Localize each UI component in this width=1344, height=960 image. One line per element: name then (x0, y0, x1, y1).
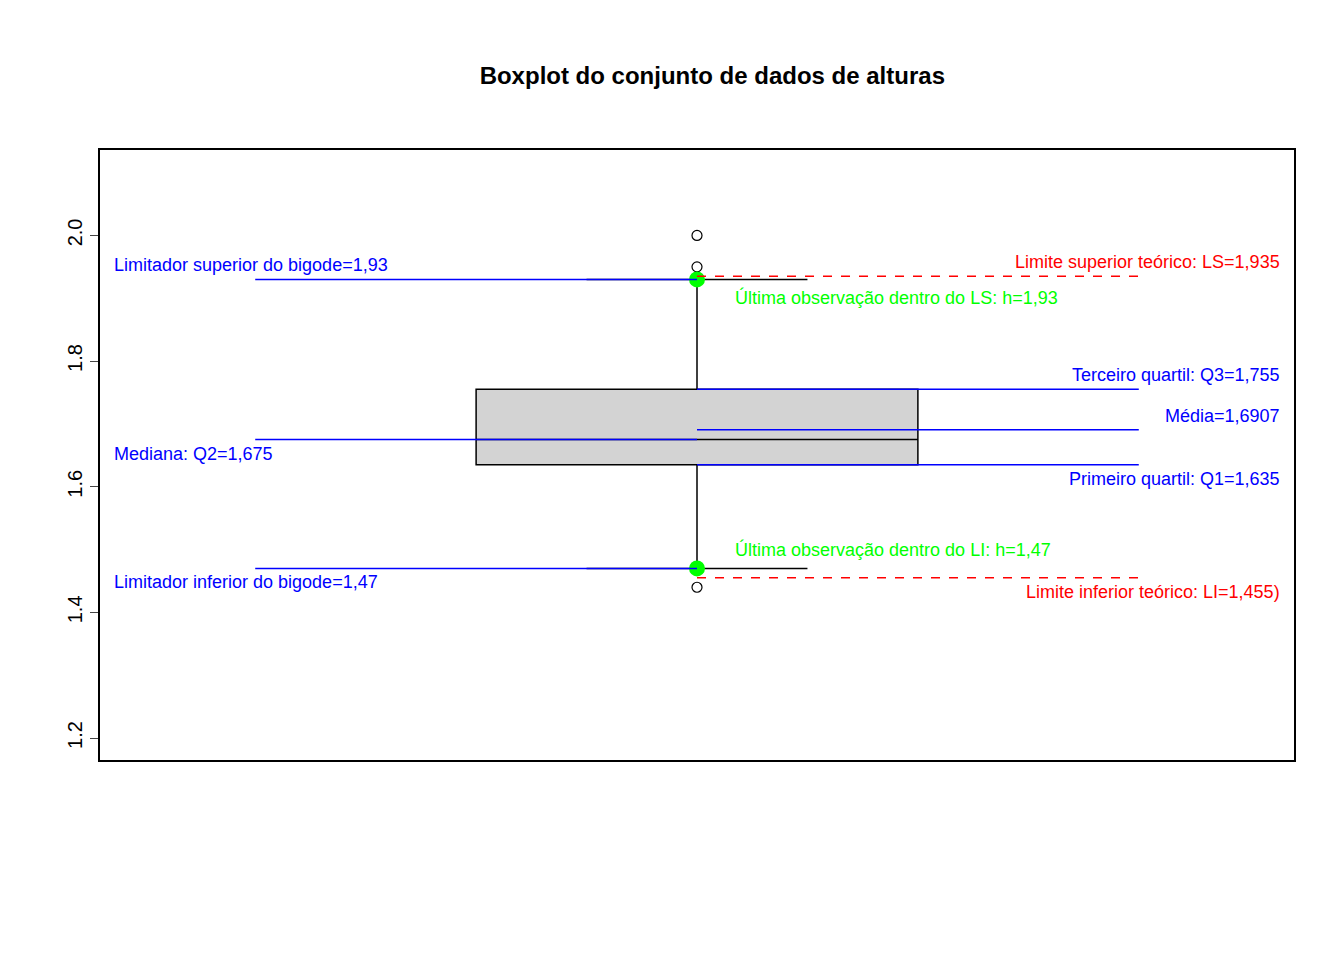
svg-text:Terceiro quartil: Q3=1,755: Terceiro quartil: Q3=1,755 (1072, 365, 1280, 385)
svg-text:Média=1,6907: Média=1,6907 (1165, 406, 1280, 426)
svg-text:Última observação dentro do LI: Última observação dentro do LI: h=1,47 (735, 539, 1051, 560)
svg-text:Última observação dentro do LS: Última observação dentro do LS: h=1,93 (735, 287, 1058, 308)
svg-text:1.2: 1.2 (64, 721, 86, 749)
svg-text:1.8: 1.8 (64, 344, 86, 372)
svg-text:Mediana: Q2=1,675: Mediana: Q2=1,675 (114, 444, 273, 464)
svg-text:2.0: 2.0 (64, 219, 86, 247)
svg-text:Primeiro quartil: Q1=1,635: Primeiro quartil: Q1=1,635 (1069, 469, 1280, 489)
svg-text:1.4: 1.4 (64, 595, 86, 623)
svg-text:Limitador superior do bigode=1: Limitador superior do bigode=1,93 (114, 255, 388, 275)
svg-text:Limite inferior teórico: LI=1,: Limite inferior teórico: LI=1,455) (1026, 582, 1280, 602)
svg-text:Limite superior teórico: LS=1,: Limite superior teórico: LS=1,935 (1015, 252, 1280, 272)
svg-text:Boxplot do conjunto de dados d: Boxplot do conjunto de dados de alturas (480, 62, 945, 89)
svg-text:Limitador inferior do bigode=1: Limitador inferior do bigode=1,47 (114, 572, 378, 592)
svg-text:1.6: 1.6 (64, 470, 86, 498)
